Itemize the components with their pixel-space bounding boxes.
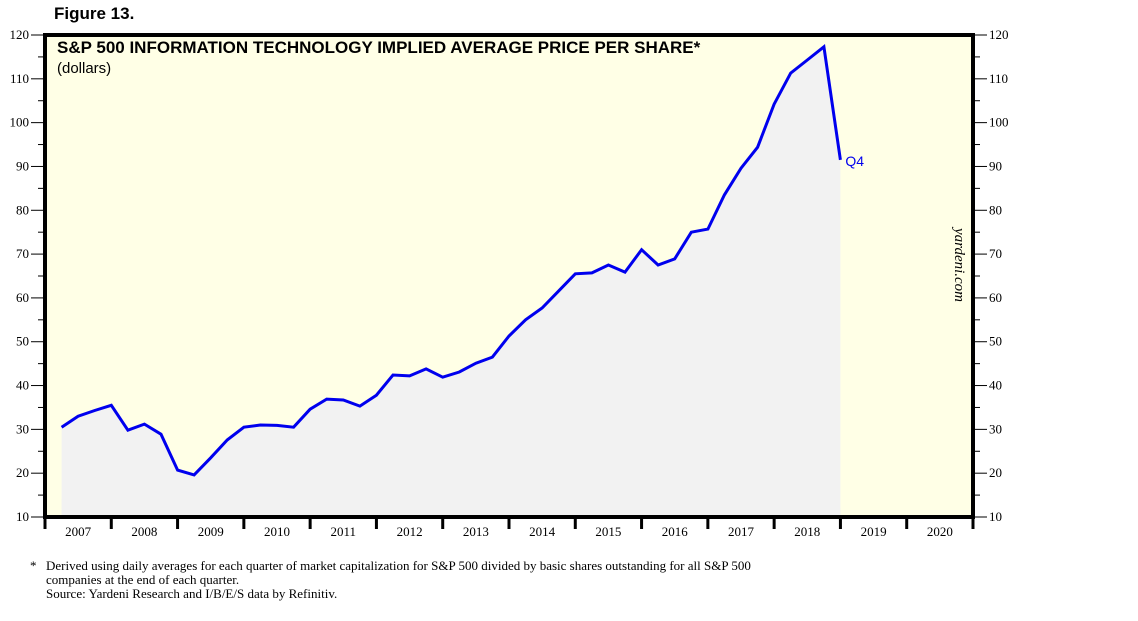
series-area-fill <box>61 46 841 518</box>
annotation-q4: Q4 <box>845 153 864 169</box>
y-tick-label-left: 70 <box>16 246 29 261</box>
x-tick-label: 2007 <box>65 524 92 539</box>
y-axis-left: 10 20 30 40 50 60 70 80 90 100 110 120 <box>10 27 45 524</box>
y-tick-label-left: 90 <box>16 158 29 173</box>
y-tick-label-left: 60 <box>16 290 29 305</box>
y-tick-label-left: 30 <box>16 421 29 436</box>
series-line <box>60 44 842 477</box>
y-tick-label-left: 110 <box>10 71 29 86</box>
y-tick-label-left: 80 <box>16 202 29 217</box>
x-axis: 2007 2008 2009 2010 2011 2012 2013 2014 2015 2016… <box>43 517 975 539</box>
x-tick-label: 2016 <box>662 524 689 539</box>
y-tick-label-left: 20 <box>16 465 29 480</box>
y-tick-label-right: 90 <box>989 158 1002 173</box>
footnote-asterisk: * <box>30 558 37 573</box>
y-tick-label-right: 30 <box>989 421 1002 436</box>
chart-title: S&P 500 INFORMATION TECHNOLOGY IMPLIED A… <box>57 38 701 57</box>
y-tick-label-right: 40 <box>989 378 1002 393</box>
x-tick-label: 2019 <box>861 524 887 539</box>
plot-frame <box>43 33 975 519</box>
x-tick-label: 2020 <box>927 524 953 539</box>
x-tick-label: 2015 <box>595 524 621 539</box>
y-tick-label-right: 10 <box>989 509 1002 524</box>
x-tick-label: 2008 <box>131 524 157 539</box>
x-tick-label: 2018 <box>794 524 820 539</box>
x-tick-label: 2017 <box>728 524 755 539</box>
y-tick-label-right: 110 <box>989 71 1008 86</box>
y-tick-label-left: 40 <box>16 378 29 393</box>
x-tick-label: 2013 <box>463 524 489 539</box>
y-tick-label-right: 20 <box>989 465 1002 480</box>
y-tick-label-right: 70 <box>989 246 1002 261</box>
footnote-source: Source: Yardeni Research and I/B/E/S dat… <box>46 586 338 601</box>
y-tick-label-right: 60 <box>989 290 1002 305</box>
x-tick-label: 2010 <box>264 524 290 539</box>
y-tick-label-left: 100 <box>10 115 30 130</box>
x-tick-label: 2009 <box>198 524 224 539</box>
y-tick-label-left: 50 <box>16 334 29 349</box>
footnote-line-1: Derived using daily averages for each qu… <box>46 558 751 573</box>
y-tick-label-right: 80 <box>989 202 1002 217</box>
y-tick-label-left: 10 <box>16 509 29 524</box>
y-tick-label-right: 120 <box>989 27 1009 42</box>
y-axis-right: 10 20 30 40 50 60 70 80 90 100 110 120 <box>973 27 1009 524</box>
y-tick-label-right: 50 <box>989 334 1002 349</box>
x-tick-label: 2012 <box>397 524 423 539</box>
y-tick-label-left: 120 <box>10 27 30 42</box>
chart-subtitle: (dollars) <box>57 60 111 77</box>
y-tick-label-right: 100 <box>989 115 1009 130</box>
x-tick-label: 2011 <box>331 524 357 539</box>
watermark: yardeni.com <box>951 226 967 302</box>
series-points <box>61 46 841 476</box>
x-tick-label: 2014 <box>529 524 556 539</box>
footnote-line-2: companies at the end of each quarter. <box>46 572 240 587</box>
figure-label: Figure 13. <box>54 4 135 23</box>
